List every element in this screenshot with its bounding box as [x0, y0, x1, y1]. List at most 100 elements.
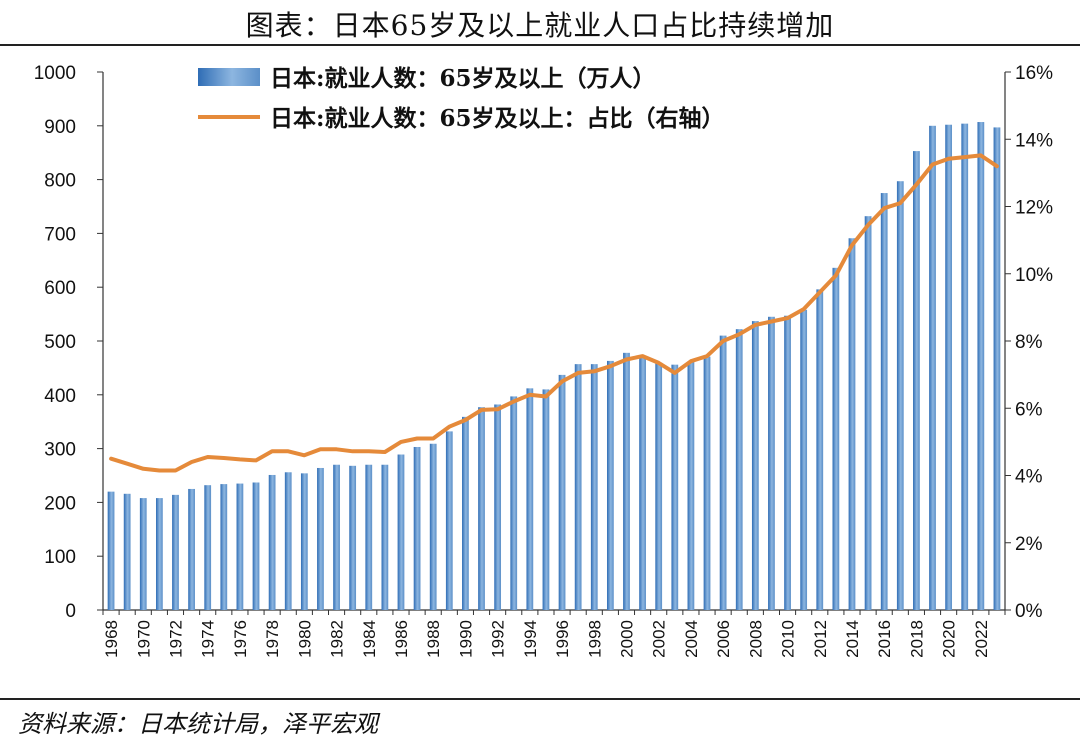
- x-tick-label: 2016: [875, 620, 894, 658]
- chart-title: 图表：日本65岁及以上就业人口占比持续增加: [245, 9, 835, 42]
- bar: [365, 464, 373, 610]
- line-point: [480, 409, 483, 411]
- bar: [993, 127, 1001, 610]
- y-left-tick-label: 300: [44, 440, 76, 461]
- line-point: [126, 462, 128, 465]
- bar: [139, 498, 147, 610]
- y-left-tick-label: 1000: [34, 63, 76, 84]
- y-right-tick-label: 14%: [1015, 130, 1053, 151]
- bar: [397, 454, 405, 610]
- bar: [526, 388, 534, 610]
- bar: [172, 494, 179, 610]
- bar: [478, 407, 485, 610]
- line-point: [722, 340, 724, 342]
- bar: [204, 485, 212, 610]
- bar: [462, 416, 469, 610]
- line-point: [287, 450, 290, 453]
- line-point: [593, 370, 596, 373]
- bar: [220, 484, 228, 610]
- bar: [333, 464, 340, 610]
- bar: [945, 124, 953, 610]
- line-point: [674, 372, 676, 374]
- bar: [623, 352, 630, 610]
- bar: [703, 356, 711, 610]
- legend-label-bar: 日本:就业人数：65岁及以上（万人）: [270, 65, 656, 92]
- bar: [155, 498, 163, 610]
- bar: [864, 216, 872, 610]
- bar: [123, 493, 131, 610]
- line-point: [770, 320, 773, 323]
- chart-axes: 0 100 200 300 400 500 600 700 800 900 1000 0% 2% 4% 6%…: [34, 63, 1053, 658]
- legend-label-line: 日本:就业人数：65岁及以上：占比（右轴）: [270, 105, 725, 132]
- line-point: [448, 425, 451, 428]
- y-right-tick-label: 4%: [1015, 467, 1043, 488]
- y-right-tick-label: 0%: [1015, 601, 1043, 622]
- x-tick-label: 1970: [134, 620, 153, 658]
- x-tick-label: 1990: [456, 620, 475, 658]
- source-note: 资料来源：日本统计局，泽平宏观: [18, 710, 378, 738]
- line-point: [899, 202, 902, 204]
- y-left-tick-label: 600: [44, 278, 76, 299]
- y-left-tick-label: 100: [44, 547, 76, 568]
- y-left-tick-label: 200: [44, 493, 76, 514]
- line-point: [416, 437, 418, 440]
- bar: [542, 389, 550, 610]
- x-tick-label: 2012: [811, 620, 830, 658]
- x-tick-label: 2004: [682, 620, 701, 658]
- x-tick-label: 2014: [843, 620, 862, 658]
- legend-swatch-bar: [198, 68, 260, 86]
- y-left-tick-label: 700: [44, 224, 76, 245]
- line-point: [980, 154, 982, 157]
- line-point: [190, 461, 193, 463]
- x-tick-label: 2008: [746, 620, 765, 658]
- line-point: [738, 333, 741, 336]
- line-point: [947, 157, 950, 160]
- x-tick-label: 1980: [295, 620, 314, 658]
- line-point: [883, 207, 885, 209]
- x-tick-label: 2010: [779, 620, 798, 658]
- bar: [655, 362, 663, 610]
- line-point: [239, 458, 241, 461]
- x-tick-label: 1988: [424, 620, 443, 658]
- bar: [896, 181, 904, 611]
- line-point: [963, 156, 966, 158]
- x-tick-label: 1992: [489, 620, 508, 658]
- y-left-tick-label: 800: [44, 171, 76, 192]
- bar: [719, 335, 727, 610]
- bar: [300, 473, 308, 610]
- bar: [929, 125, 936, 611]
- y-left-tick-label: 500: [44, 332, 76, 353]
- x-tick-label: 2000: [617, 620, 636, 658]
- line-point: [303, 454, 306, 457]
- x-tick-label: 2006: [714, 620, 733, 658]
- bottom-rule: [0, 698, 1080, 700]
- x-tick-label: 1972: [166, 620, 185, 658]
- line-series: [109, 153, 999, 473]
- bar: [832, 267, 840, 610]
- line-point: [335, 448, 338, 451]
- bar: [107, 491, 115, 610]
- bar: [429, 443, 437, 610]
- top-rule: [0, 44, 1080, 46]
- x-tick-label: 2022: [972, 620, 991, 658]
- y-left-tick-label: 0: [65, 601, 76, 622]
- y-left-tick-label: 400: [44, 386, 76, 407]
- bar: [574, 364, 582, 610]
- bar: [687, 361, 695, 610]
- share-line: [109, 153, 999, 473]
- x-tick-label: 2002: [650, 620, 669, 658]
- line-point: [142, 467, 145, 470]
- bar: [317, 467, 324, 610]
- x-tick-label: 1978: [263, 620, 282, 658]
- bar: [816, 289, 824, 610]
- bar-series: [107, 122, 1001, 611]
- bar: [961, 123, 969, 610]
- line-point: [915, 183, 918, 186]
- line-point: [529, 394, 531, 396]
- x-tick-label: 1984: [360, 620, 379, 658]
- line-point: [657, 362, 660, 364]
- bar: [800, 309, 808, 610]
- x-tick-label: 1976: [231, 620, 250, 658]
- bar: [913, 151, 920, 610]
